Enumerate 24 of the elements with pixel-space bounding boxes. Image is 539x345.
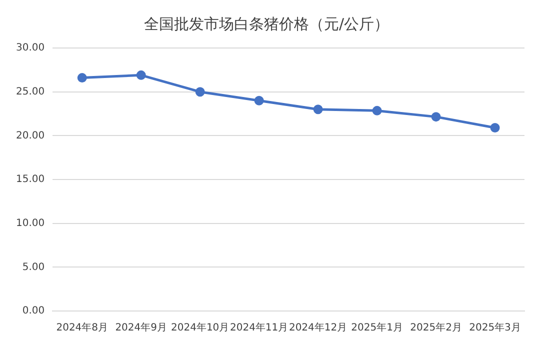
y-tick-label: 15.00 — [16, 174, 45, 186]
x-tick-label: 2024年12月 — [288, 322, 348, 334]
point — [195, 87, 205, 97]
chart-title: 全国批发市场白条猪价格（元/公斤） — [144, 14, 390, 33]
point — [254, 96, 264, 106]
y-tick-label: 20.00 — [16, 130, 45, 142]
x-tick-label: 2024年11月 — [230, 322, 288, 334]
y-tick-label: 25.00 — [16, 86, 45, 98]
x-tick-label: 2024年10月 — [170, 322, 230, 334]
y-tick-label: 30.00 — [16, 42, 45, 54]
point — [431, 112, 441, 122]
point — [136, 70, 146, 80]
x-tick-label: 2025年1月 — [351, 322, 403, 334]
x-tick-label: 2025年3月 — [469, 322, 521, 334]
x-tick-label: 2025年2月 — [410, 322, 462, 334]
y-tick-label: 0.00 — [22, 306, 45, 317]
x-tick-label: 2024年8月 — [56, 322, 108, 334]
point — [490, 123, 500, 133]
y-tick-label: 5.00 — [22, 262, 45, 273]
y-tick-label: 10.00 — [16, 218, 45, 229]
point — [372, 106, 382, 116]
point — [77, 73, 87, 83]
point — [313, 104, 323, 114]
x-tick-label: 2024年9月 — [115, 322, 168, 334]
